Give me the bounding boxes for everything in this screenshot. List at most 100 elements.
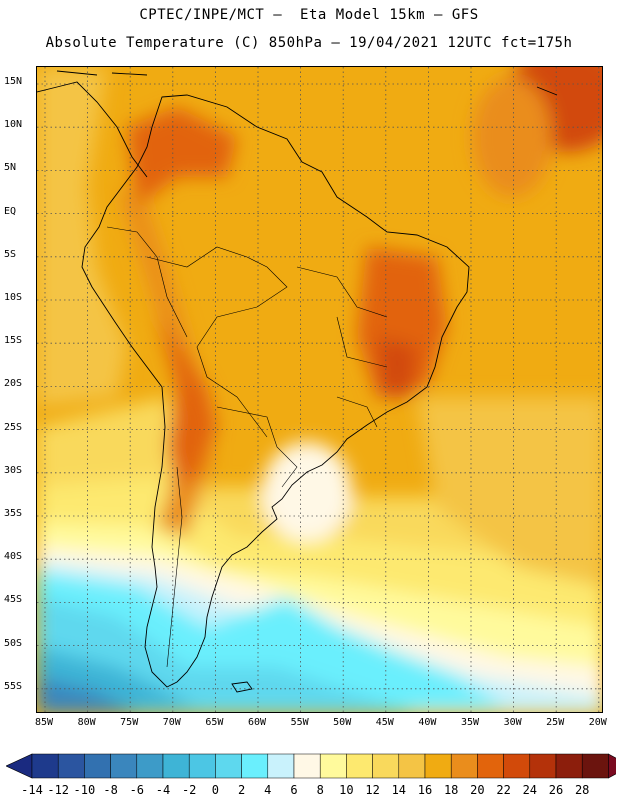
colorbar-segment xyxy=(293,753,321,779)
coastlines xyxy=(37,70,558,693)
lat-label: 10N xyxy=(4,119,23,131)
south-america-coast xyxy=(81,94,470,688)
lat-label: 30S xyxy=(4,464,23,476)
colorbar-tick-label: -14 xyxy=(21,783,43,797)
colorbar-high-arrow xyxy=(608,753,616,779)
colorbar-tick-label: 10 xyxy=(339,783,354,797)
colorbar-segment xyxy=(398,753,426,779)
border-peru-bolivia xyxy=(106,226,188,338)
map-title: CPTEC/INPE/MCT – Eta Model 15km – GFS xyxy=(139,7,479,23)
field-16c-pacific xyxy=(37,67,127,407)
lat-label: 10S xyxy=(4,292,23,303)
lat-label: 5S xyxy=(4,248,17,260)
central-america-coast xyxy=(37,81,148,178)
colorbar-segment xyxy=(529,753,557,779)
colorbar-tick-label: -2 xyxy=(181,783,197,797)
colorbar-tick-label: 28 xyxy=(574,783,590,797)
colorbar-tick-label: 6 xyxy=(290,783,298,797)
colorbar-segment xyxy=(319,753,347,779)
lat-label: 15N xyxy=(4,76,23,87)
lon-label: 55W xyxy=(290,717,309,728)
colorbar-tick-label: -12 xyxy=(47,783,70,797)
colorbar-tick-label: 22 xyxy=(496,783,511,797)
colorbar-tick-label: 12 xyxy=(365,783,380,797)
colorbar-tick-label: 4 xyxy=(264,783,272,797)
lon-label: 75W xyxy=(120,717,139,728)
colorbar-segment xyxy=(555,753,583,779)
field-16c-atlantic xyxy=(417,397,602,587)
map-subtitle: Absolute Temperature (C) 850hPa – 19/04/… xyxy=(45,35,573,51)
colorbar-tick-label: 14 xyxy=(391,783,407,797)
field-22c-andes xyxy=(157,317,217,487)
colorbar-segment xyxy=(581,753,609,779)
borders xyxy=(106,226,388,668)
lon-label: 80W xyxy=(77,717,96,728)
colorbar-tick-label: 0 xyxy=(211,783,219,797)
border-brazil-west xyxy=(146,246,288,438)
colorbar-tick-label: 26 xyxy=(548,783,564,797)
caribbean-islands xyxy=(56,70,558,96)
lat-label: 55S xyxy=(4,680,23,692)
lon-label: 70W xyxy=(162,717,181,728)
colorbar-segment xyxy=(372,753,400,779)
lon-label: 35W xyxy=(460,717,480,728)
colorbar-segment xyxy=(450,753,478,779)
temperature-map[interactable] xyxy=(36,66,603,713)
lat-label: 15S xyxy=(4,335,23,347)
lat-label: 5N xyxy=(4,162,17,174)
colorbar-tick-label: -8 xyxy=(103,783,118,797)
colorbar-tick-label: -4 xyxy=(155,783,171,797)
lat-label: 40S xyxy=(4,551,23,563)
colorbar-segment xyxy=(477,753,504,779)
colorbar-low-arrow xyxy=(6,753,33,779)
lon-label: 25W xyxy=(546,717,565,728)
colorbar-segment xyxy=(241,753,269,779)
colorbar xyxy=(6,753,616,779)
colorbar-tick-label: 18 xyxy=(443,783,459,797)
lon-label: 85W xyxy=(34,717,54,728)
colorbar-segment xyxy=(57,753,85,779)
colorbar-segment xyxy=(162,753,190,779)
colorbar-tick-label: 24 xyxy=(522,783,538,797)
colorbar-tick-label: 2 xyxy=(237,783,246,797)
colorbar-segment xyxy=(215,753,242,779)
colorbar-segment xyxy=(84,753,111,779)
colorbar-tick-label: -6 xyxy=(129,783,145,797)
colorbar-segment xyxy=(424,753,452,779)
field-plata-8c xyxy=(262,442,352,542)
lon-label: 60W xyxy=(247,717,267,728)
colorbar-segment xyxy=(110,753,138,779)
lat-label: 20S xyxy=(4,378,23,390)
lon-label: 50W xyxy=(333,717,352,728)
lat-label: 45S xyxy=(4,594,23,606)
colorbar-tick-label: 16 xyxy=(417,783,433,797)
falklands xyxy=(231,681,253,693)
field-m6c xyxy=(37,677,134,712)
lat-label: 25S xyxy=(4,421,23,433)
colorbar-segment xyxy=(31,753,59,779)
colorbar-segment xyxy=(503,753,531,779)
lat-label: 35S xyxy=(4,508,23,519)
colorbar-segment xyxy=(136,753,164,779)
map-canvas xyxy=(37,67,602,712)
colorbar-tick-label: 8 xyxy=(316,783,324,797)
border-brazil-states xyxy=(296,266,388,428)
lon-label: 65W xyxy=(205,717,224,728)
field-24c-brazil xyxy=(377,337,417,397)
colorbar-tick-label: -10 xyxy=(73,783,96,797)
lon-label: 20W xyxy=(588,717,607,728)
colorbar-segment xyxy=(188,753,216,779)
colorbar-segment xyxy=(267,753,295,779)
field-20c-atlantic xyxy=(472,77,552,197)
lat-label: 50S xyxy=(4,637,23,649)
border-paraguay-argentina xyxy=(216,406,298,488)
graticule xyxy=(37,67,602,712)
lat-label: EQ xyxy=(4,205,17,217)
colorbar-segment xyxy=(346,753,373,779)
field-22c-venezuela xyxy=(127,107,237,207)
lon-label: 45W xyxy=(375,717,394,728)
lon-label: 40W xyxy=(418,717,437,728)
border-chile-argentina xyxy=(166,466,183,668)
colorbar-tick-label: 20 xyxy=(470,783,485,797)
lon-label: 30W xyxy=(503,717,522,728)
